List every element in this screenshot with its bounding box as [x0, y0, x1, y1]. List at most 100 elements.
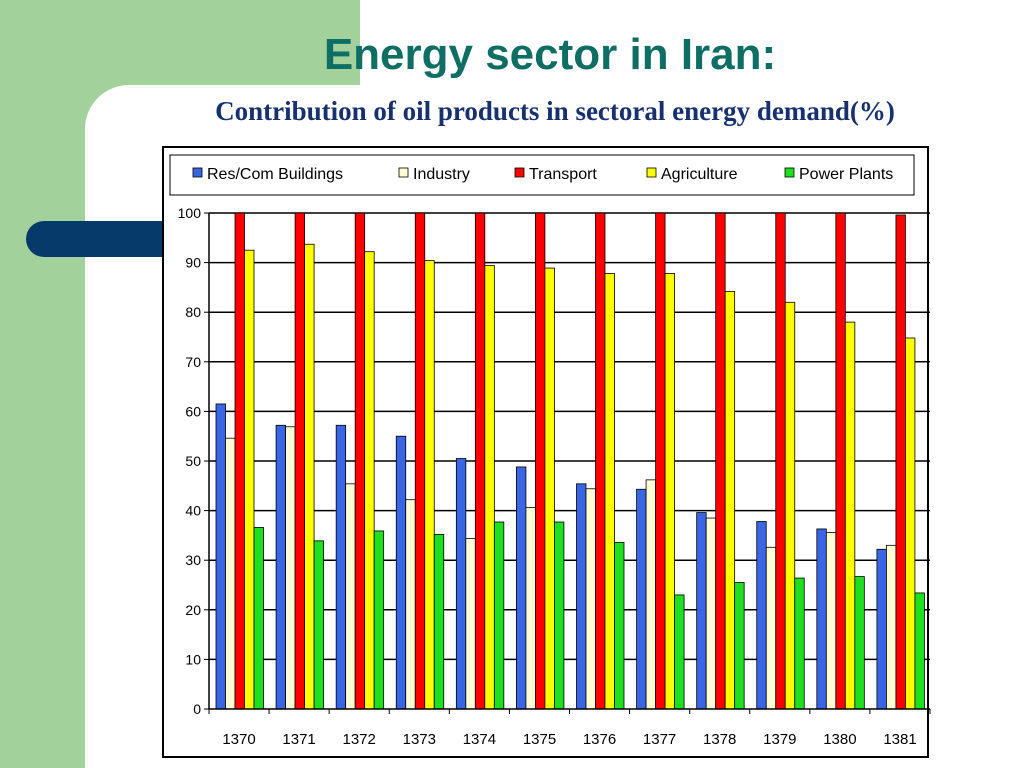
bar-agriculture-1378: [724, 290, 736, 710]
bar-industry-1376: [585, 488, 596, 710]
y-tick-label: 70: [185, 354, 201, 370]
bar-res-com-buildings-1374: [455, 458, 467, 710]
slide-subtitle: Contribution of oil products in sectoral…: [215, 96, 895, 126]
bar-res-com-buildings-1372: [335, 424, 347, 710]
legend-label: Res/Com Buildings: [207, 166, 343, 183]
bar-res-com-buildings-1377: [636, 488, 647, 710]
y-tick-label: 60: [185, 403, 201, 419]
legend-swatch: [398, 167, 409, 178]
bar-res-com-buildings-1381: [876, 548, 887, 710]
bar-agriculture-1373: [424, 260, 435, 710]
y-tick-label: 50: [185, 453, 201, 469]
bar-power-plants-1380: [854, 576, 865, 710]
legend-label: Transport: [529, 166, 597, 183]
bar-power-plants-1381: [914, 592, 925, 710]
slide-title: Energy sector in Iran:: [323, 30, 777, 79]
x-tick-label: 1377: [643, 731, 676, 748]
bar-transport-1377: [655, 212, 666, 710]
y-tick-label: 10: [185, 651, 201, 667]
y-tick-label: 80: [185, 304, 201, 320]
bar-power-plants-1372: [373, 530, 385, 710]
x-tick-label: 1374: [463, 731, 496, 748]
bar-agriculture-1370: [244, 249, 255, 710]
x-tick-label: 1379: [763, 731, 796, 748]
bar-transport-1375: [535, 212, 546, 710]
bar-transport-1370: [234, 212, 245, 710]
bar-power-plants-1378: [734, 582, 745, 710]
bar-industry-1371: [285, 426, 296, 710]
y-axis-ticks: 0 10 20 30 40 50 60 70 80 90 100: [178, 205, 209, 717]
bar-res-com-buildings-1378: [696, 512, 707, 710]
bar-res-com-buildings-1373: [395, 435, 407, 710]
bar-res-com-buildings-1379: [756, 521, 767, 710]
x-axis-ticks: 1370 1371 1372 1373 1374 1375 1376 1377 1378 1379…: [208, 709, 931, 748]
bar-power-plants-1374: [493, 521, 505, 710]
legend-items: Res/Com Buildings Industry Transport Agricu…: [192, 166, 893, 183]
bar-industry-1380: [825, 532, 837, 710]
x-tick-label: 1372: [343, 731, 376, 748]
bar-res-com-buildings-1380: [816, 528, 827, 710]
bar-agriculture-1380: [844, 321, 856, 710]
y-tick-label: 20: [185, 602, 201, 618]
legend-swatch: [646, 167, 657, 178]
bar-agriculture-1381: [905, 337, 916, 710]
legend-swatch: [192, 167, 203, 178]
bar-industry-1375: [525, 507, 536, 710]
bar-res-com-buildings-1375: [516, 466, 527, 710]
bar-industry-1378: [705, 517, 717, 710]
bar-power-plants-1370: [253, 527, 264, 710]
y-tick-label: 40: [185, 503, 201, 519]
bar-industry-1373: [405, 499, 416, 710]
y-tick-label: 30: [185, 552, 201, 568]
bar-res-com-buildings-1371: [275, 424, 286, 710]
bar-industry-1372: [345, 483, 356, 710]
x-tick-label: 1371: [282, 731, 315, 748]
x-tick-label: 1373: [403, 731, 436, 748]
bar-transport-1378: [715, 212, 726, 710]
bar-industry-1379: [765, 546, 777, 710]
bar-transport-1380: [835, 212, 846, 710]
x-tick-label: 1375: [523, 731, 556, 748]
legend-label: Power Plants: [799, 166, 893, 183]
bar-transport-1373: [414, 212, 426, 710]
bar-transport-1379: [775, 212, 786, 710]
legend-swatch: [784, 167, 795, 178]
legend-swatch: [514, 167, 525, 178]
gridlines: [209, 212, 930, 661]
bar-industry-1381: [886, 544, 897, 710]
bar-industry-1370: [225, 437, 236, 710]
bar-transport-1372: [354, 212, 366, 710]
x-tick-label: 1378: [703, 731, 736, 748]
bar-agriculture-1372: [364, 251, 375, 710]
accent-bar: [26, 221, 186, 257]
legend-label: Industry: [413, 166, 470, 183]
bar-power-plants-1371: [313, 540, 324, 710]
bar-transport-1374: [474, 212, 486, 710]
bar-power-plants-1376: [614, 541, 625, 710]
x-tick-label: 1380: [823, 731, 856, 748]
bar-agriculture-1376: [604, 273, 615, 710]
bar-res-com-buildings-1376: [576, 483, 587, 710]
y-tick-label: 0: [193, 701, 201, 717]
bar-agriculture-1377: [664, 273, 675, 710]
bar-transport-1376: [595, 212, 606, 710]
y-tick-label: 90: [185, 255, 201, 271]
bar-power-plants-1375: [554, 521, 565, 710]
x-tick-label: 1376: [583, 731, 616, 748]
bar-agriculture-1374: [484, 265, 495, 710]
x-tick-label: 1370: [222, 731, 255, 748]
bar-agriculture-1379: [784, 301, 796, 710]
bar-industry-1374: [465, 537, 476, 710]
bar-agriculture-1375: [544, 267, 555, 710]
legend-label: Agriculture: [661, 166, 738, 183]
bar-industry-1377: [645, 479, 656, 710]
y-tick-label: 100: [178, 205, 202, 221]
bar-power-plants-1373: [433, 534, 445, 710]
bar-power-plants-1377: [674, 594, 685, 710]
bar-power-plants-1379: [794, 577, 805, 710]
bar-agriculture-1371: [304, 243, 315, 710]
bar-transport-1371: [294, 212, 305, 710]
bar-res-com-buildings-1370: [215, 403, 226, 710]
x-tick-label: 1381: [883, 731, 916, 748]
